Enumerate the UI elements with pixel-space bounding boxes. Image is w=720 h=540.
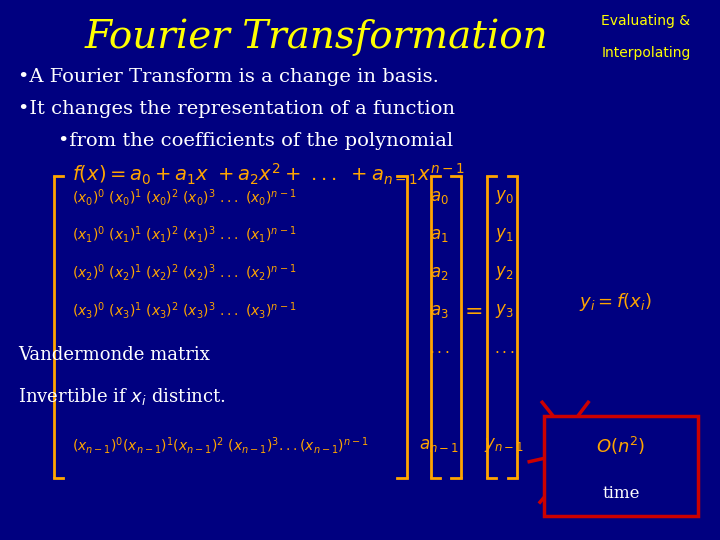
Text: $y_0$: $y_0$ [495, 188, 513, 206]
Text: $a_3$: $a_3$ [430, 301, 449, 320]
Text: $(x_3)^0\ (x_3)^1\ (x_3)^2\ (x_3)^3\ ...\ (x_3)^{n-1}$: $(x_3)^0\ (x_3)^1\ (x_3)^2\ (x_3)^3\ ...… [72, 300, 297, 321]
Text: Evaluating &: Evaluating & [601, 14, 690, 28]
Text: Vandermonde matrix: Vandermonde matrix [18, 346, 210, 363]
Text: $y_{n-1}$: $y_{n-1}$ [484, 436, 524, 455]
Text: $(x_{n-1})^0(x_{n-1})^1(x_{n-1})^2\ (x_{n-1})^3...(x_{n-1})^{n-1}$: $(x_{n-1})^0(x_{n-1})^1(x_{n-1})^2\ (x_{… [72, 435, 369, 456]
Text: Fourier Transformation: Fourier Transformation [85, 19, 549, 56]
Text: $f(x) = a_0+a_1 x\ +a_2 x^2 +\ ...\ + a_{n-1} x^{n-1}$: $f(x) = a_0+a_1 x\ +a_2 x^2 +\ ...\ + a_… [72, 162, 465, 187]
FancyBboxPatch shape [544, 416, 698, 516]
Text: $...$: $...$ [493, 341, 515, 356]
Text: •It changes the representation of a function: •It changes the representation of a func… [18, 100, 455, 118]
Text: $O(n^2)$: $O(n^2)$ [596, 435, 646, 457]
Text: $y_i = f(x_i)$: $y_i = f(x_i)$ [580, 292, 652, 313]
Text: $y_1$: $y_1$ [495, 226, 513, 244]
Text: $a_1$: $a_1$ [430, 226, 449, 244]
Text: time: time [602, 485, 640, 502]
Text: $a_2$: $a_2$ [430, 264, 449, 282]
Text: $(x_1)^0\ (x_1)^1\ (x_1)^2\ (x_1)^3\ ...\ (x_1)^{n-1}$: $(x_1)^0\ (x_1)^1\ (x_1)^2\ (x_1)^3\ ...… [72, 225, 297, 245]
Text: $(x_2)^0\ (x_2)^1\ (x_2)^2\ (x_2)^3\ ...\ (x_2)^{n-1}$: $(x_2)^0\ (x_2)^1\ (x_2)^2\ (x_2)^3\ ...… [72, 262, 297, 283]
Text: Interpolating: Interpolating [601, 46, 690, 60]
Text: $a_{n-1}$: $a_{n-1}$ [419, 436, 459, 455]
Text: •A Fourier Transform is a change in basis.: •A Fourier Transform is a change in basi… [18, 68, 439, 85]
Text: $=$: $=$ [460, 300, 483, 321]
Text: $...$: $...$ [428, 341, 450, 356]
Circle shape [547, 416, 583, 443]
Text: $y_3$: $y_3$ [495, 301, 513, 320]
Text: $y_2$: $y_2$ [495, 264, 513, 282]
Text: Invertible if $x_i$ distinct.: Invertible if $x_i$ distinct. [18, 386, 226, 407]
Text: $(x_0)^0\ (x_0)^1\ (x_0)^2\ (x_0)^3\ ...\ (x_0)^{n-1}$: $(x_0)^0\ (x_0)^1\ (x_0)^2\ (x_0)^3\ ...… [72, 187, 297, 207]
Text: $a_0$: $a_0$ [430, 188, 449, 206]
Text: •from the coefficients of the polynomial: •from the coefficients of the polynomial [58, 132, 453, 150]
